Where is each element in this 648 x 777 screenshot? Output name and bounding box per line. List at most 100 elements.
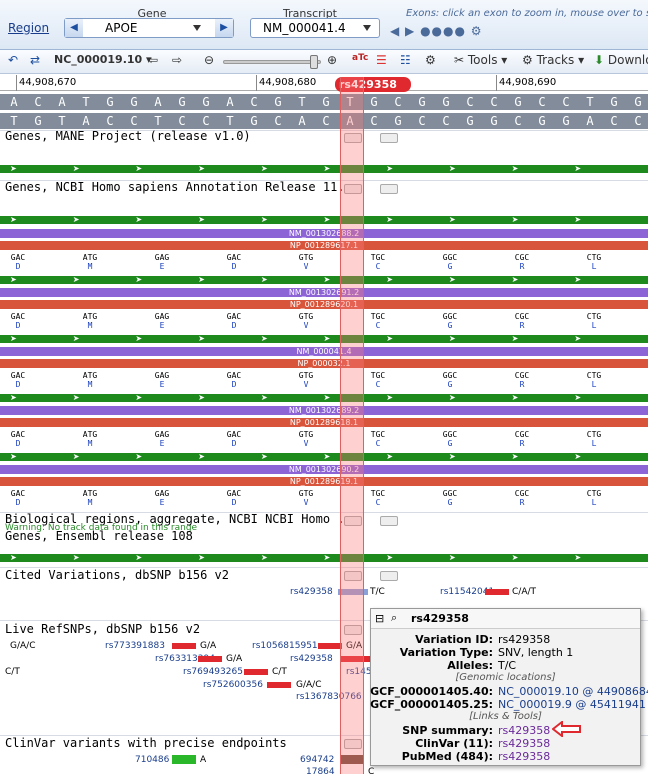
tooltip-key: Alleles: xyxy=(447,659,493,672)
live-snp-bar[interactable] xyxy=(244,669,268,675)
pan-right-icon[interactable]: ⇨ xyxy=(172,53,183,67)
region-link[interactable]: Region xyxy=(8,21,50,35)
track-collapse-control[interactable] xyxy=(344,739,362,749)
track-collapse-control[interactable] xyxy=(344,571,362,581)
protein-bar[interactable]: NP_000032.1 xyxy=(0,359,648,368)
live-snp-bar[interactable] xyxy=(172,643,196,649)
protein-bar[interactable]: NP_001289619.1 xyxy=(0,477,648,486)
gene-select[interactable]: ◀ APOE ▶ xyxy=(64,18,234,38)
cited-snp-left[interactable]: rs429358 xyxy=(290,587,333,597)
protein-bar[interactable]: NP_001289618.1 xyxy=(0,418,648,427)
track-collapse-control[interactable] xyxy=(344,625,362,635)
codon-triplet: CTG xyxy=(586,371,602,380)
codon: GGC G xyxy=(438,430,462,448)
sequence-select[interactable]: NC_000019.10 ▾ xyxy=(54,53,152,66)
zoom-out-icon[interactable]: ⊖ xyxy=(204,53,215,67)
config-icon[interactable]: ☷ xyxy=(400,53,411,67)
cited-snp-right[interactable]: rs11542041 xyxy=(440,587,495,597)
track-collapse-control[interactable] xyxy=(344,516,362,526)
live-snp[interactable]: rs773391883 xyxy=(105,641,165,651)
undo-icon[interactable]: ↶ xyxy=(8,53,19,67)
sequence-view-icon[interactable]: aTc xyxy=(352,53,369,63)
mrna-bar[interactable]: NM_000041.4 xyxy=(0,347,648,356)
clinvar-bar[interactable] xyxy=(340,755,364,764)
mrna-bar[interactable]: NM_001302688.2 xyxy=(0,229,648,238)
settings-icon[interactable]: ⚙ xyxy=(425,53,436,67)
clinvar-bar[interactable] xyxy=(172,755,196,764)
next-gene-icon[interactable]: ▶ xyxy=(215,19,233,37)
exon-dots[interactable]: ◀ ▶ ●●●● ⚙ xyxy=(390,24,483,38)
protein-bar[interactable]: NP_001289617.1 xyxy=(0,241,648,250)
track-collapse-control[interactable] xyxy=(344,133,362,143)
live-snp-bar[interactable] xyxy=(340,656,370,662)
zoom-slider[interactable] xyxy=(223,60,321,64)
live-snp-bar[interactable] xyxy=(267,682,291,688)
amino-acid: V xyxy=(303,380,309,389)
mrna-bar[interactable]: NM_001302691.2 xyxy=(0,288,648,297)
markers-icon[interactable]: ☰ xyxy=(376,53,387,67)
amino-acid: D xyxy=(15,380,21,389)
cited-snp-right-bar[interactable] xyxy=(485,589,509,595)
live-snp-bar[interactable] xyxy=(318,643,342,649)
tooltip-key: ClinVar (11): xyxy=(415,737,493,750)
pin-icon[interactable]: ⊟ xyxy=(375,612,385,625)
mrna-bar[interactable]: NM_001302690.2 xyxy=(0,465,648,474)
live-snp[interactable]: rs769493265 xyxy=(183,667,243,677)
amino-acid: D xyxy=(231,262,237,271)
tooltip-value[interactable]: NC_000019.9 @ 45411941 xyxy=(498,698,646,711)
base-top: G xyxy=(106,95,114,109)
tools-menu[interactable]: ✂ Tools ▾ xyxy=(454,53,508,67)
track-expand-control[interactable] xyxy=(380,133,398,143)
cited-allele-right: C/A/T xyxy=(512,587,537,597)
clinvar-item[interactable]: 17864 xyxy=(306,767,335,777)
live-snp[interactable]: rs1367830766 xyxy=(296,692,362,702)
base-top: C xyxy=(394,95,402,109)
zoom-in-icon[interactable]: ⊕ xyxy=(327,53,338,67)
amino-acid: M xyxy=(87,321,93,330)
clinvar-item[interactable]: 710486 xyxy=(135,755,170,765)
ruler: 44,908,670 44,908,680 44,908,690 xyxy=(0,75,648,91)
live-snp[interactable]: rs1458 xyxy=(346,667,378,677)
mrna-bar[interactable]: NM_001302689.2 xyxy=(0,406,648,415)
gene-bar-ncbi: ➤➤➤➤➤➤➤➤➤➤ xyxy=(0,216,648,224)
amino-acid: L xyxy=(591,439,597,448)
protein-bar[interactable]: NP_001289620.1 xyxy=(0,300,648,309)
track-expand-control[interactable] xyxy=(380,516,398,526)
pubmed-link[interactable]: rs429358 xyxy=(498,750,551,763)
live-snp-bar[interactable] xyxy=(198,656,222,662)
zoom-slider-handle[interactable] xyxy=(310,55,318,69)
red-arrow-icon xyxy=(552,721,581,737)
live-snp[interactable]: rs763313394 xyxy=(155,654,215,664)
track-collapse-control[interactable] xyxy=(344,184,362,194)
amino-acid: E xyxy=(159,380,165,389)
codon-triplet: GAC xyxy=(10,371,26,380)
download-menu[interactable]: ⬇ Downlo xyxy=(594,53,648,67)
tooltip-value[interactable]: NC_000019.10 @ 44908684 xyxy=(498,685,648,698)
snp-summary-link[interactable]: rs429358 xyxy=(498,724,551,737)
swap-icon[interactable]: ⇄ xyxy=(30,53,41,67)
transcript-select[interactable]: NM_000041.4 xyxy=(250,18,380,38)
tooltip-value: SNV, length 1 xyxy=(498,646,574,659)
search-icon[interactable]: ⌕ xyxy=(391,611,398,624)
prev-gene-icon[interactable]: ◀ xyxy=(65,19,83,37)
base-top: G xyxy=(610,95,618,109)
download-icon: ⬇ xyxy=(594,53,605,67)
live-snp[interactable]: rs1056815951 xyxy=(252,641,318,651)
track-expand-control[interactable] xyxy=(380,571,398,581)
live-snp[interactable]: rs752600356 xyxy=(203,680,263,690)
codon-triplet: GAC xyxy=(10,489,26,498)
pan-left-icon[interactable]: ⇦ xyxy=(148,53,159,67)
codon-row: GAC D ATG M GAG E GAC D GTG V TGC C GGC G CGC R CTG L xyxy=(0,430,648,450)
amino-acid: C xyxy=(375,321,381,330)
codon: CGC R xyxy=(510,312,534,330)
snp-marker[interactable]: rs429358 xyxy=(335,77,411,92)
clinvar-link[interactable]: rs429358 xyxy=(498,737,551,750)
clinvar-item[interactable]: 694742 xyxy=(300,755,335,765)
tools-label: Tools xyxy=(467,53,498,67)
track-expand-control[interactable] xyxy=(380,184,398,194)
tracks-menu[interactable]: ⚙ Tracks ▾ xyxy=(522,53,585,67)
live-snp[interactable]: rs429358 xyxy=(290,654,333,664)
amino-acid: C xyxy=(375,262,381,271)
cited-snp-left-bar[interactable] xyxy=(338,589,368,595)
base-top: G xyxy=(370,95,378,109)
